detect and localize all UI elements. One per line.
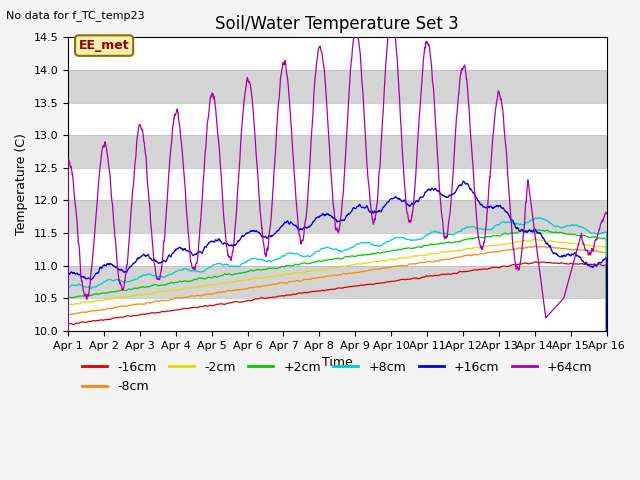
Bar (68, 233, 607, 265)
Legend: -16cm, -8cm, -2cm, +2cm, +8cm, +16cm, +64cm: -16cm, -8cm, -2cm, +2cm, +8cm, +16cm, +6… (77, 356, 597, 398)
Bar (68, 298, 607, 331)
Bar (68, 265, 607, 298)
Text: No data for f_TC_temp23: No data for f_TC_temp23 (6, 10, 145, 21)
Bar (68, 37, 607, 70)
Bar (68, 200, 607, 233)
X-axis label: Time: Time (322, 356, 353, 369)
Bar (68, 103, 607, 135)
Bar (68, 135, 607, 168)
Bar (68, 168, 607, 200)
Title: Soil/Water Temperature Set 3: Soil/Water Temperature Set 3 (216, 15, 460, 33)
Text: EE_met: EE_met (79, 39, 129, 52)
Bar (68, 70, 607, 103)
Y-axis label: Temperature (C): Temperature (C) (15, 133, 28, 235)
